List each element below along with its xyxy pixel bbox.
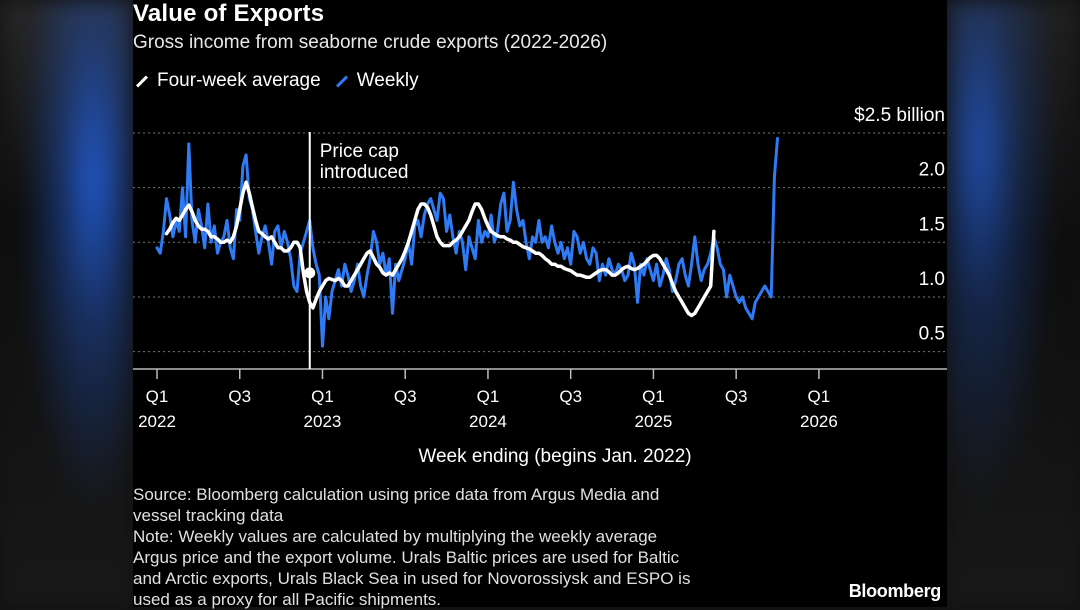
chart-subtitle: Gross income from seaborne crude exports… — [133, 32, 608, 53]
note-line: and Arctic exports, Urals Black Sea in u… — [133, 569, 691, 588]
x-tick-quarter: Q1 — [477, 387, 500, 406]
y-tick-label: 0.5 — [919, 324, 945, 345]
blurred-background-right — [947, 0, 1080, 607]
price-cap-marker-dot — [304, 267, 316, 279]
x-tick-quarter: Q3 — [559, 387, 582, 406]
x-tick-quarter: Q1 — [808, 387, 831, 406]
blurred-background-left — [0, 0, 133, 607]
x-tick-quarter: Q3 — [228, 387, 251, 406]
bloomberg-logo: Bloomberg — [848, 581, 942, 601]
note-line: Argus price and the export volume. Urals… — [133, 548, 680, 567]
y-tick-label: 2.0 — [919, 160, 945, 181]
x-tick-year: 2023 — [304, 412, 342, 431]
price-cap-annotation-line1: Price cap — [320, 141, 399, 162]
legend-item-weekly: Weekly — [333, 70, 419, 92]
source-line: Source: Bloomberg calculation using pric… — [133, 485, 660, 504]
source-line: vessel tracking data — [133, 506, 284, 525]
x-tick-quarter: Q1 — [642, 387, 665, 406]
y-tick-label: $2.5 billion — [854, 105, 945, 126]
chart-title: Value of Exports — [133, 0, 325, 27]
x-tick-year: 2026 — [800, 412, 838, 431]
y-tick-label: 1.0 — [919, 269, 945, 290]
x-tick-quarter: Q1 — [311, 387, 334, 406]
average-series-line — [164, 180, 716, 318]
price-cap-annotation-line2: introduced — [320, 162, 409, 183]
y-tick-label: 1.5 — [919, 214, 945, 235]
x-tick-quarter: Q3 — [394, 387, 417, 406]
x-tick-year: 2022 — [138, 412, 176, 431]
legend-item-average: Four-week average — [133, 70, 321, 92]
x-tick-year: 2024 — [469, 412, 507, 431]
note-line: Note: Weekly values are calculated by mu… — [133, 527, 658, 546]
source-note: Source: Bloomberg calculation using pric… — [133, 484, 773, 610]
legend-label-weekly: Weekly — [356, 70, 419, 91]
legend-label-average: Four-week average — [157, 70, 321, 91]
chart-legend: Four-week average Weekly — [133, 70, 431, 92]
x-tick-quarter: Q1 — [146, 387, 169, 406]
x-axis-title: Week ending (begins Jan. 2022) — [418, 446, 691, 467]
chart-panel: Value of Exports Gross income from seabo… — [133, 0, 947, 610]
note-line: used as a proxy for all Pacific shipment… — [133, 590, 442, 609]
x-tick-quarter: Q3 — [725, 387, 748, 406]
x-tick-year: 2025 — [635, 412, 673, 431]
